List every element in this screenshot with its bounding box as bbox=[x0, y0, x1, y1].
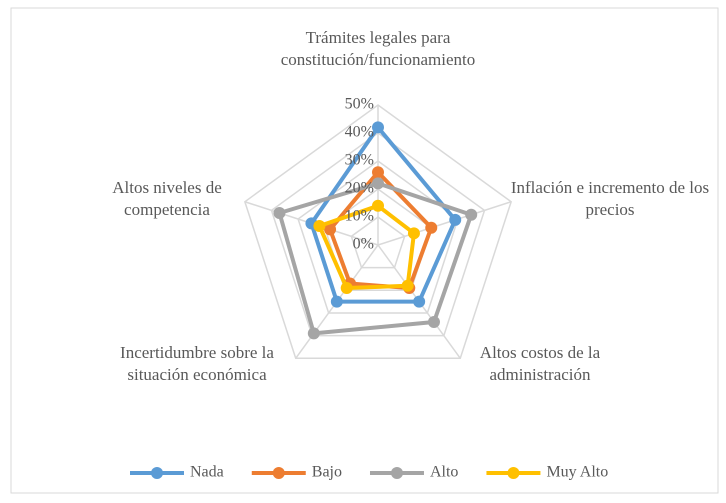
marker bbox=[324, 223, 337, 236]
legend-label: Alto bbox=[430, 464, 458, 481]
legend-marker bbox=[507, 467, 520, 479]
marker bbox=[413, 295, 426, 308]
marker bbox=[330, 295, 343, 308]
grid-line bbox=[270, 132, 486, 337]
series-line bbox=[317, 203, 416, 291]
marker bbox=[427, 316, 440, 329]
grid-line bbox=[243, 104, 513, 360]
category-label: Altos costos de la administración bbox=[479, 343, 601, 384]
legend-label: Bajo bbox=[312, 464, 342, 481]
legend-label: Nada bbox=[190, 464, 224, 481]
marker bbox=[425, 221, 438, 234]
chart-border bbox=[10, 7, 719, 494]
legend-marker bbox=[390, 467, 403, 479]
marker bbox=[401, 279, 414, 292]
axis-tick-label: 40% bbox=[345, 124, 374, 141]
axis-tick-label: 30% bbox=[345, 152, 374, 169]
marker bbox=[449, 213, 462, 226]
marker bbox=[407, 227, 420, 240]
marker bbox=[372, 121, 384, 134]
marker bbox=[313, 219, 326, 232]
category-label: Trámites legales para constitución/funci… bbox=[280, 28, 476, 69]
marker bbox=[307, 327, 320, 340]
category-label: Altos niveles de competencia bbox=[112, 178, 222, 219]
legend-label: Muy Alto bbox=[546, 464, 608, 481]
marker bbox=[372, 177, 384, 190]
legend-marker bbox=[151, 467, 163, 479]
marker bbox=[340, 282, 353, 295]
marker bbox=[465, 208, 478, 221]
marker bbox=[372, 166, 384, 179]
spoke bbox=[377, 201, 512, 246]
axis-tick-label: 20% bbox=[345, 180, 374, 197]
axis-tick-label: 0% bbox=[353, 236, 374, 253]
category-label: Incertidumbre sobre la situación económi… bbox=[120, 343, 274, 384]
marker bbox=[273, 206, 286, 219]
series-line bbox=[277, 181, 474, 336]
axis-tick-label: 10% bbox=[345, 208, 374, 225]
grid-line bbox=[350, 216, 406, 269]
category-label: Inflación e incremento de los precios bbox=[510, 178, 710, 219]
legend-marker bbox=[272, 467, 285, 479]
marker bbox=[372, 199, 384, 212]
axis-tick-label: 50% bbox=[345, 96, 374, 113]
